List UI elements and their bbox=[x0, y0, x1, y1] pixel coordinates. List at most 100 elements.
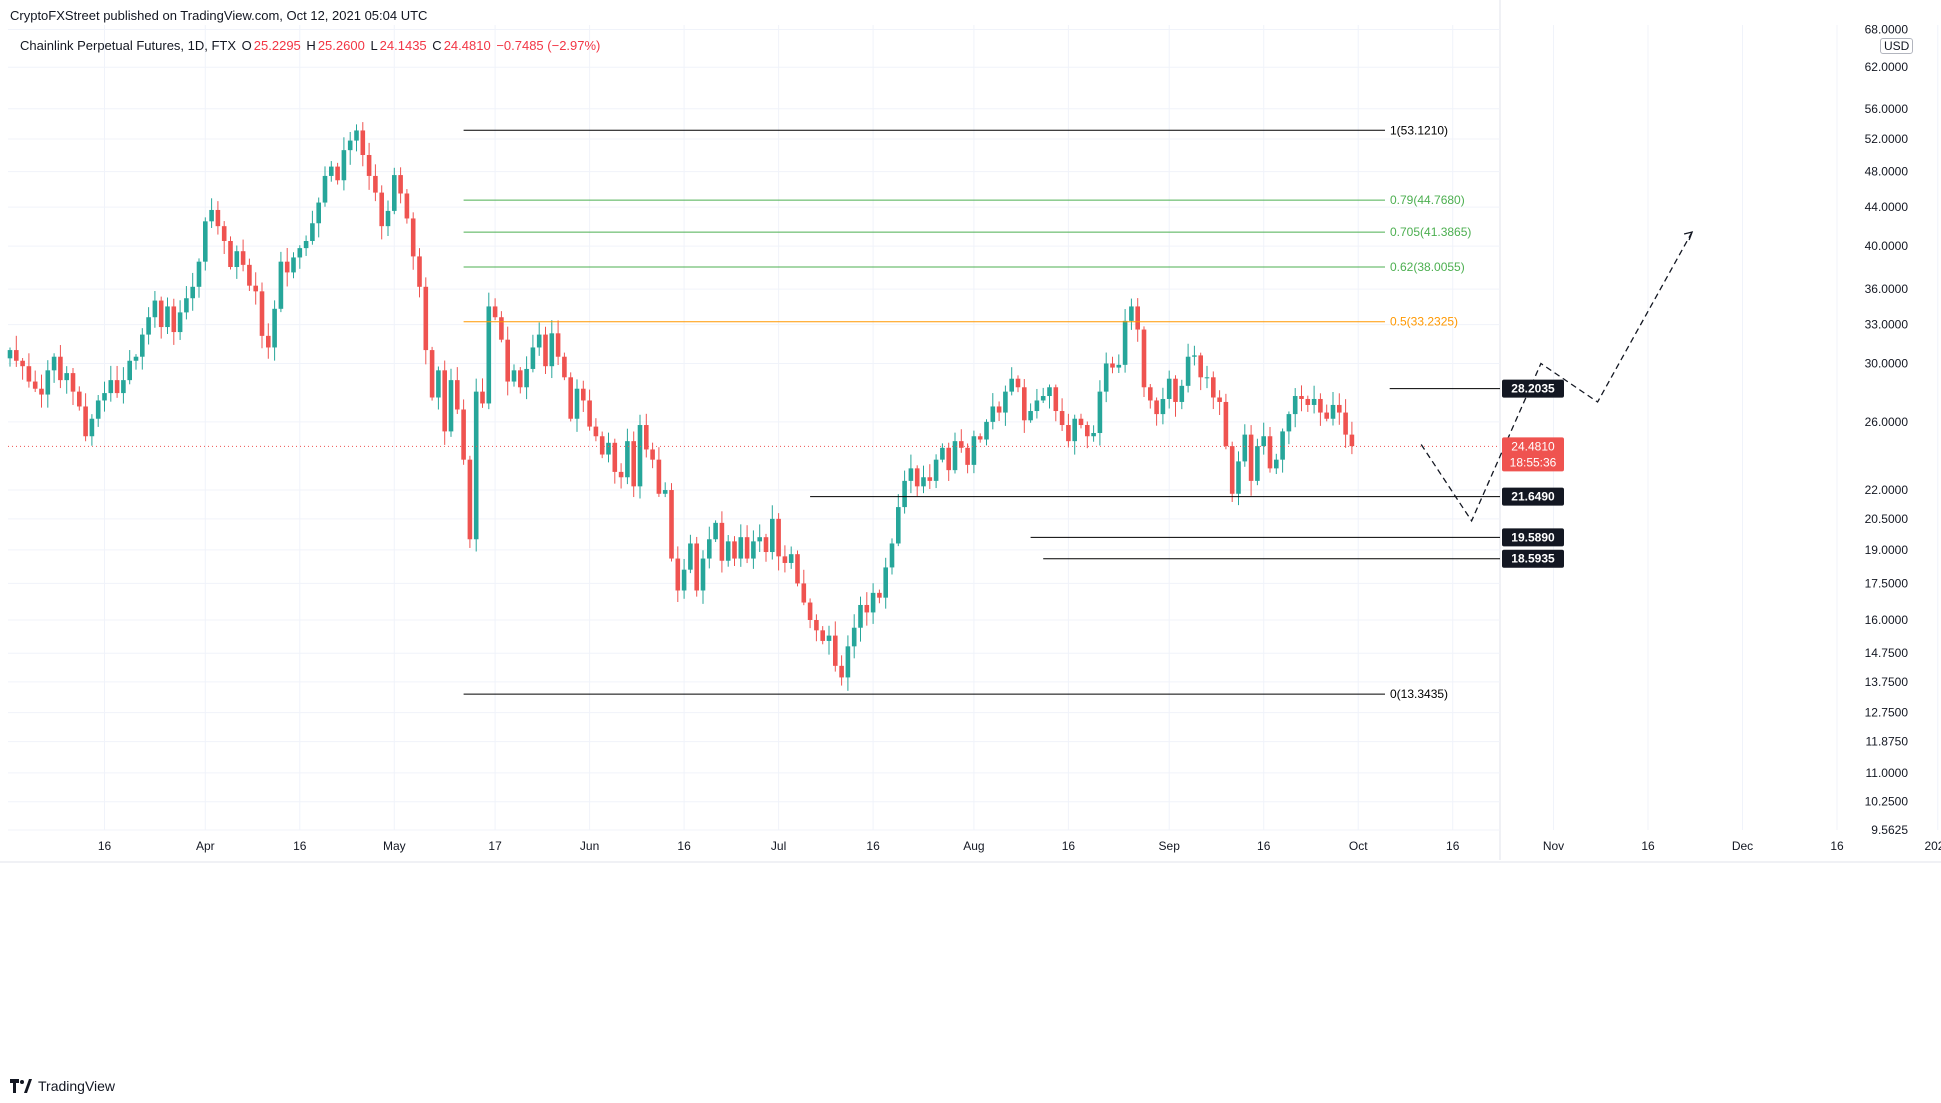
candle bbox=[1305, 395, 1311, 412]
candle bbox=[417, 248, 422, 298]
candle-body bbox=[518, 370, 523, 388]
candle bbox=[959, 429, 964, 453]
candle bbox=[404, 189, 410, 224]
candle bbox=[240, 239, 246, 272]
candle bbox=[681, 558, 687, 599]
candle bbox=[782, 545, 788, 573]
candle-body bbox=[14, 350, 19, 361]
candle-body bbox=[385, 210, 391, 227]
level-badge: 18.5935 bbox=[1502, 549, 1564, 568]
candle-body bbox=[284, 261, 290, 273]
candle-body bbox=[788, 554, 794, 563]
currency-badge[interactable]: USD bbox=[1880, 38, 1914, 54]
candle-body bbox=[1305, 398, 1311, 405]
candle-body bbox=[1110, 363, 1115, 368]
candle-body bbox=[102, 393, 107, 401]
close-value: 24.4810 bbox=[443, 38, 491, 53]
candle-body bbox=[360, 130, 366, 156]
y-tick-label: 16.0000 bbox=[1865, 613, 1909, 627]
time-axis[interactable]: 16 Apr 16 May 17 Jun 16 Jul 16 Aug 16 Sep 16 Oct 16 Nov… bbox=[98, 839, 1941, 853]
candle bbox=[291, 252, 296, 279]
candle-body bbox=[335, 166, 340, 181]
candle-body bbox=[45, 370, 51, 395]
fib-level-label: 0.79(44.7680) bbox=[1390, 193, 1465, 207]
candle bbox=[171, 298, 177, 345]
candle-body bbox=[429, 350, 435, 398]
candle bbox=[366, 142, 372, 190]
candle bbox=[618, 463, 624, 489]
candle-body bbox=[247, 264, 252, 286]
candle-body bbox=[883, 567, 888, 598]
tradingview-logo[interactable]: TradingView bbox=[10, 1078, 115, 1094]
candle bbox=[549, 320, 555, 379]
tradingview-logo-icon bbox=[10, 1079, 32, 1093]
candle bbox=[209, 198, 214, 228]
candle bbox=[606, 432, 611, 463]
candle bbox=[1299, 385, 1304, 412]
candle bbox=[524, 356, 529, 400]
candlestick-series bbox=[7, 122, 1355, 691]
candle bbox=[820, 626, 825, 645]
candle bbox=[637, 414, 643, 499]
candle-body bbox=[404, 193, 410, 219]
countdown-timer: 18:55:36 bbox=[1510, 455, 1557, 469]
candle bbox=[864, 592, 870, 626]
candle bbox=[612, 438, 618, 484]
candle bbox=[89, 414, 95, 446]
candle bbox=[1072, 414, 1077, 455]
candle-body bbox=[1267, 436, 1273, 469]
candle-body bbox=[763, 537, 769, 553]
candle-body bbox=[1229, 446, 1235, 494]
candle-body bbox=[1185, 356, 1191, 386]
candle bbox=[247, 258, 252, 291]
y-tick-label: 22.0000 bbox=[1865, 483, 1909, 497]
candle-body bbox=[965, 447, 970, 465]
candle-body bbox=[927, 477, 933, 481]
candle-body bbox=[889, 543, 895, 568]
candle-body bbox=[971, 436, 977, 465]
last-price-badge: 24.4810 18:55:36 bbox=[1502, 437, 1564, 472]
candle-body bbox=[738, 537, 744, 559]
candle bbox=[543, 326, 548, 374]
fib-level-label: 0.705(41.3865) bbox=[1390, 225, 1471, 239]
price-axis[interactable]: 68.0000 62.0000 56.0000 52.0000 48.0000 44.00… bbox=[1502, 23, 1908, 838]
candle-body bbox=[625, 441, 630, 478]
candle-body bbox=[669, 490, 674, 559]
level-badge: 19.5890 bbox=[1502, 528, 1564, 547]
y-tick-label: 9.5625 bbox=[1871, 823, 1908, 837]
candle-body bbox=[171, 306, 177, 333]
y-tick-label: 36.0000 bbox=[1865, 282, 1909, 296]
candle-body bbox=[291, 257, 296, 273]
candle bbox=[253, 272, 258, 305]
candle bbox=[152, 291, 158, 328]
y-tick-label: 56.0000 bbox=[1865, 102, 1909, 116]
candle bbox=[146, 307, 151, 345]
candle-body bbox=[486, 306, 492, 404]
candle bbox=[114, 365, 120, 398]
candle-body bbox=[543, 334, 548, 367]
candle bbox=[347, 131, 353, 165]
x-tick-label: Jul bbox=[771, 839, 786, 853]
candle bbox=[845, 635, 851, 691]
candle-body bbox=[455, 380, 460, 410]
candle bbox=[833, 621, 838, 672]
candle-body bbox=[329, 166, 334, 176]
candle-body bbox=[946, 447, 951, 471]
candle-body bbox=[952, 441, 958, 471]
candle-body bbox=[1059, 411, 1065, 426]
candle-body bbox=[776, 518, 781, 557]
candle-body bbox=[1166, 378, 1172, 399]
candle bbox=[921, 465, 926, 494]
candle-body bbox=[114, 380, 120, 394]
candle-body bbox=[140, 334, 145, 357]
candle bbox=[1085, 421, 1090, 449]
candle bbox=[788, 546, 794, 569]
candle bbox=[284, 247, 290, 287]
candle-body bbox=[1242, 434, 1248, 462]
x-tick-label: 16 bbox=[677, 839, 691, 853]
candle-body bbox=[877, 592, 882, 598]
x-tick-label: 16 bbox=[1830, 839, 1844, 853]
candle-body bbox=[442, 370, 447, 432]
candle-body bbox=[996, 406, 1002, 413]
